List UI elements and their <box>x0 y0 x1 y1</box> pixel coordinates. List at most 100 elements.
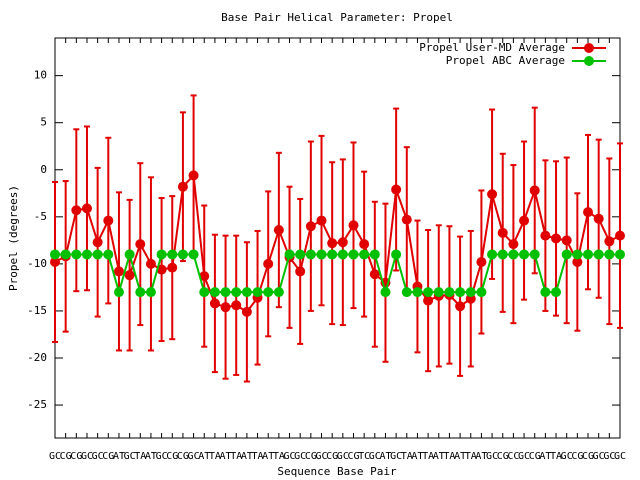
point <box>401 214 412 225</box>
point <box>615 249 625 260</box>
y-tick-label: -25 <box>27 398 47 411</box>
y-tick-label: 0 <box>40 163 47 176</box>
point <box>561 249 572 260</box>
point <box>572 249 583 260</box>
point <box>369 269 380 280</box>
point <box>263 287 274 298</box>
x-tick-label: AT <box>433 451 445 462</box>
point <box>103 215 114 226</box>
point <box>529 185 540 196</box>
point <box>487 249 498 260</box>
x-tick-label: GC <box>188 451 200 462</box>
point <box>348 249 359 260</box>
x-tick-label: GC <box>486 451 498 462</box>
point <box>455 287 466 298</box>
point <box>135 287 146 298</box>
point <box>220 302 231 313</box>
point <box>209 298 220 309</box>
point <box>583 249 594 260</box>
point <box>241 306 252 317</box>
x-tick-label: CG <box>326 451 338 462</box>
point <box>540 230 551 241</box>
point <box>412 287 423 298</box>
x-tick-label: CG <box>582 451 594 462</box>
x-tick-label: CG <box>305 451 317 462</box>
y-tick-label: -15 <box>27 304 47 317</box>
x-tick-label: GC <box>593 451 605 462</box>
x-tick-label: AT <box>475 451 487 462</box>
point <box>92 237 103 248</box>
x-tick-label: TA <box>550 451 562 462</box>
x-axis-label: Sequence Base Pair <box>277 465 397 478</box>
point <box>145 258 156 269</box>
point <box>209 287 220 298</box>
point <box>71 249 82 260</box>
x-tick-label: CG <box>70 451 82 462</box>
x-tick-label: CG <box>347 451 359 462</box>
point <box>167 249 178 260</box>
point <box>188 170 199 181</box>
x-tick-label: CG <box>177 451 189 462</box>
x-tick-label: GC <box>337 451 349 462</box>
point <box>60 249 71 260</box>
point <box>327 249 338 260</box>
point <box>231 287 242 298</box>
point <box>177 181 188 192</box>
x-tick-label: AT <box>539 451 551 462</box>
point <box>71 205 82 216</box>
point <box>92 249 103 260</box>
point <box>508 239 519 250</box>
y-tick-label: 5 <box>40 116 47 129</box>
x-tick-label: CG <box>497 451 509 462</box>
x-tick-label: AT <box>241 451 253 462</box>
point <box>337 249 348 260</box>
point <box>593 213 604 224</box>
x-tick-label: AT <box>411 451 423 462</box>
x-tick-label: GC <box>603 451 615 462</box>
point <box>604 249 615 260</box>
point <box>423 295 434 306</box>
point <box>199 287 210 298</box>
point <box>497 249 508 260</box>
point <box>604 236 615 247</box>
x-tick-label: AT <box>454 451 466 462</box>
point <box>231 300 242 311</box>
x-tick-label: GC <box>284 451 296 462</box>
legend-marker <box>584 56 594 66</box>
point <box>124 270 135 281</box>
y-axis-label: Propel (degrees) <box>7 185 20 291</box>
point <box>295 266 306 277</box>
x-tick-label: AT <box>220 451 232 462</box>
point <box>241 287 252 298</box>
legend-label: Propel User-MD Average <box>419 41 565 54</box>
point <box>519 215 530 226</box>
point <box>103 249 114 260</box>
y-tick-label: -10 <box>27 257 47 270</box>
chart-title: Base Pair Helical Parameter: Propel <box>221 11 453 24</box>
point <box>583 207 594 218</box>
point <box>316 249 327 260</box>
x-tick-label: GC <box>315 451 327 462</box>
x-tick-label: CG <box>166 451 178 462</box>
point <box>540 287 551 298</box>
x-tick-label: GC <box>156 451 168 462</box>
point <box>359 239 370 250</box>
point <box>369 249 380 260</box>
point <box>615 230 625 241</box>
point <box>316 215 327 226</box>
point <box>156 264 167 275</box>
point <box>50 249 60 260</box>
x-tick-label: TA <box>230 451 242 462</box>
point <box>444 287 455 298</box>
x-tick-label: TA <box>209 451 221 462</box>
point <box>273 225 284 235</box>
point <box>337 237 348 248</box>
point <box>465 287 476 298</box>
point <box>167 262 178 273</box>
legend-marker <box>584 43 594 53</box>
point <box>81 249 92 260</box>
point <box>199 271 210 282</box>
point <box>177 249 188 260</box>
point <box>305 221 316 232</box>
legend-label: Propel ABC Average <box>446 54 565 67</box>
